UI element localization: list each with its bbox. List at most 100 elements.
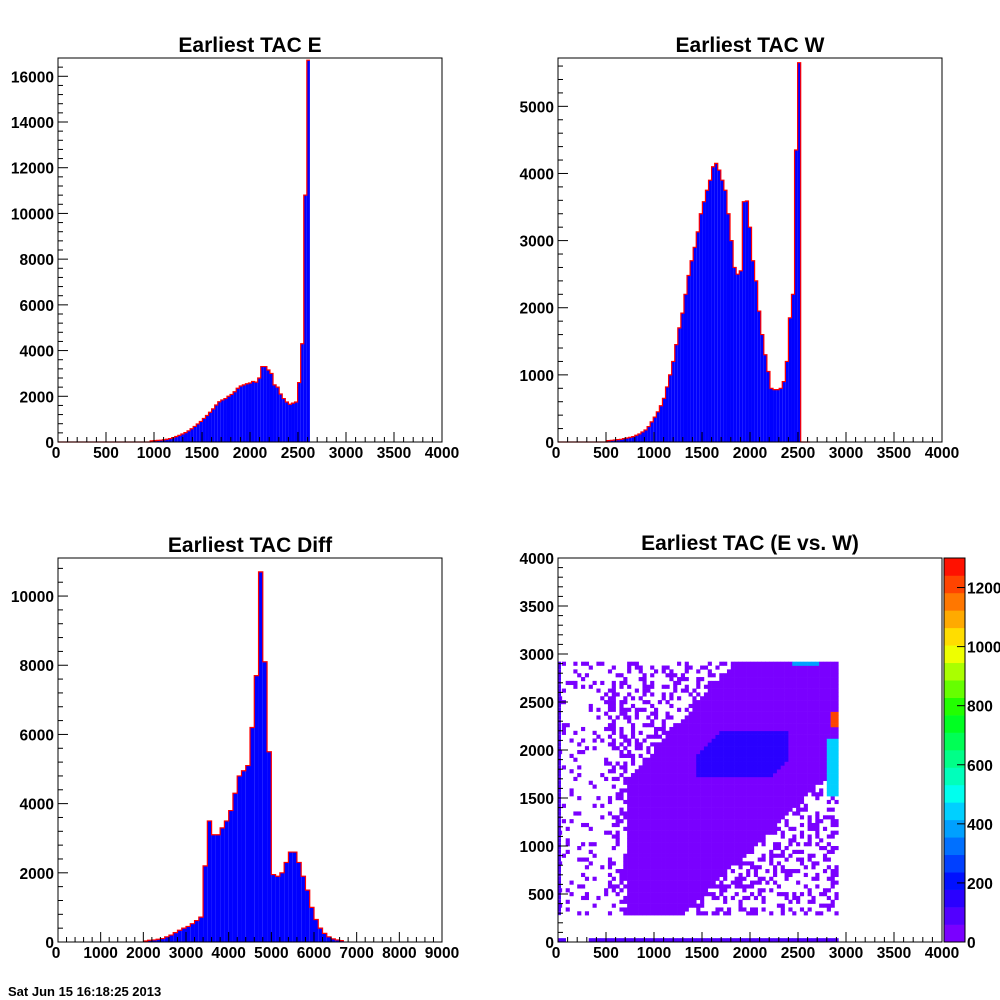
heatmap-cell <box>577 673 582 678</box>
histogram-bin <box>190 923 195 942</box>
heatmap-cell <box>761 707 766 712</box>
heatmap-cell <box>765 726 770 732</box>
heatmap-cell <box>834 715 839 720</box>
heatmap-cell <box>826 780 831 785</box>
heatmap-cell <box>765 684 770 689</box>
heatmap-cell <box>646 849 651 854</box>
heatmap-cell <box>788 703 793 709</box>
heatmap-cell <box>703 884 709 889</box>
heatmap-cell <box>634 784 639 789</box>
heatmap-cell <box>627 815 632 820</box>
heatmap-cell <box>784 738 789 743</box>
heatmap-cell <box>696 788 701 793</box>
heatmap-cell <box>692 723 697 728</box>
heatmap-cell <box>834 872 839 878</box>
heatmap-cell <box>692 773 697 778</box>
heatmap-cell <box>826 834 831 839</box>
heatmap-cell <box>627 707 632 712</box>
heatmap-cell <box>657 746 662 751</box>
heatmap-cell <box>680 892 686 897</box>
heatmap-cell <box>661 911 666 916</box>
heatmap-cell <box>742 842 747 847</box>
heatmap-cell <box>600 938 605 943</box>
heatmap-cell <box>688 665 693 670</box>
heatmap-cell <box>680 688 686 693</box>
heatmap-cell <box>703 773 709 778</box>
heatmap-cell <box>769 703 774 709</box>
heatmap-cell <box>627 807 632 812</box>
heatmap-cell <box>673 842 678 847</box>
heatmap-cell <box>700 803 705 808</box>
heatmap-cell <box>703 842 709 847</box>
histogram-bin <box>748 227 752 442</box>
heatmap-cell <box>799 677 805 682</box>
heatmap-cell <box>780 734 785 739</box>
heatmap-cell <box>657 757 662 762</box>
heatmap-cell <box>711 892 716 897</box>
heatmap-cell <box>826 723 831 728</box>
heatmap-cell <box>788 803 793 808</box>
heatmap-cell <box>726 765 732 770</box>
heatmap-cell <box>577 796 582 801</box>
heatmap-cell <box>607 696 613 701</box>
color-bar-segment <box>944 802 965 821</box>
heatmap-cell <box>784 792 789 797</box>
heatmap-cell <box>615 830 620 835</box>
heatmap-cell <box>703 815 709 820</box>
heatmap-cell <box>765 707 770 712</box>
heatmap-cell <box>799 753 805 758</box>
heatmap-cell <box>803 677 808 682</box>
heatmap-cell <box>757 746 762 751</box>
heatmap-cell <box>719 780 724 785</box>
heatmap-cell <box>584 895 590 901</box>
heatmap-cell <box>826 815 831 820</box>
heatmap-cell <box>646 815 651 820</box>
heatmap-cell <box>703 807 709 812</box>
heatmap-cell <box>669 815 674 820</box>
heatmap-cell <box>826 703 831 709</box>
heatmap-cell <box>738 861 743 866</box>
histogram-bin <box>720 180 724 442</box>
heatmap-cell <box>703 830 709 835</box>
heatmap-cell <box>707 773 712 778</box>
heatmap-cell <box>742 661 747 666</box>
histogram-bin <box>785 361 789 442</box>
heatmap-cell <box>757 703 762 709</box>
heatmap-cell <box>811 776 816 782</box>
histogram-bin <box>628 437 632 442</box>
heatmap-cell <box>811 688 816 693</box>
heatmap-cell <box>650 757 655 762</box>
heatmap-cell <box>773 780 778 785</box>
heatmap-cell <box>700 757 705 762</box>
histogram-bin <box>294 402 298 442</box>
heatmap-cell <box>730 807 735 812</box>
heatmap-cell <box>634 661 639 666</box>
heatmap-cell <box>769 773 774 778</box>
heatmap-cell <box>654 846 659 851</box>
heatmap-cell <box>657 838 662 843</box>
histogram-bin <box>754 280 758 442</box>
heatmap-cell <box>815 696 820 701</box>
heatmap-cell <box>734 711 739 716</box>
heatmap-cell <box>673 784 678 789</box>
heatmap-cell <box>834 780 839 785</box>
heatmap-cell <box>565 899 570 904</box>
heatmap-cell <box>684 661 689 666</box>
heatmap-cell <box>680 830 686 835</box>
heatmap-cell <box>650 665 655 670</box>
heatmap-cell <box>692 730 697 735</box>
heatmap-cell <box>654 757 659 762</box>
heatmap-cell <box>834 769 839 774</box>
heatmap-cell <box>673 788 678 793</box>
heatmap-cell <box>792 811 797 816</box>
heatmap-cell <box>680 853 686 858</box>
heatmap-cell <box>730 838 735 843</box>
heatmap-cell <box>750 811 755 816</box>
heatmap-cell <box>796 711 801 716</box>
heatmap-cell <box>673 792 678 797</box>
heatmap-cell <box>803 723 808 728</box>
heatmap-cell <box>822 665 828 670</box>
heatmap-cell <box>650 884 655 889</box>
heatmap-cell <box>757 826 762 831</box>
heatmap-cell <box>792 792 797 797</box>
